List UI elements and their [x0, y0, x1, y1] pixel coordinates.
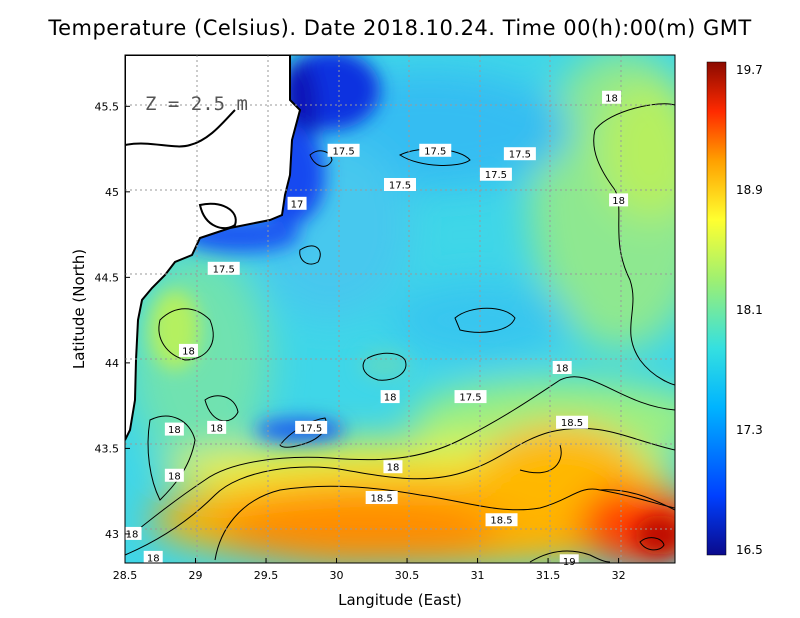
contour-label-bg	[479, 167, 512, 181]
contour-label-bg	[295, 420, 328, 434]
x-tick-label: 31	[471, 569, 485, 582]
map-title: Temperature (Celsius). Date 2018.10.24. …	[48, 16, 752, 40]
contour-label: 17.5	[459, 393, 481, 404]
contour-label: 17.5	[332, 146, 354, 157]
contour-label: 18.5	[371, 494, 393, 505]
contour-label: 18	[182, 346, 195, 357]
contour-label: 17	[291, 199, 304, 210]
colorbar-label: 17.3	[736, 423, 763, 437]
colorbar-label: 16.5	[736, 543, 763, 557]
y-axis-ticks: 43 43.5 44 44.5 45 45.5	[95, 100, 130, 541]
x-tick-label: 32	[612, 569, 626, 582]
x-tick-label: 31.5	[536, 569, 561, 582]
contour-label: 17.5	[509, 150, 531, 161]
colorbar-label: 18.9	[736, 183, 763, 197]
contour-label-bg	[383, 460, 403, 474]
y-tick-label: 45	[105, 186, 119, 199]
plot-frame	[124, 54, 676, 564]
contour-label-bg	[122, 526, 142, 540]
contour-label-bg	[207, 420, 227, 434]
contour-label: 18	[612, 196, 625, 207]
contour-label-bg	[365, 491, 398, 505]
contour-label-bg	[559, 554, 579, 568]
contour-label: 17.5	[213, 264, 235, 275]
contour-label-bg	[454, 390, 487, 404]
contour-label-bg	[164, 422, 184, 436]
coastline	[125, 55, 302, 441]
contour-label: 18.5	[490, 516, 512, 527]
y-tick-label: 43.5	[95, 442, 120, 455]
contour-label: 19	[563, 557, 576, 568]
contour-label: 18	[605, 93, 618, 104]
contour-label-bg	[503, 147, 536, 161]
y-tick-label: 44	[105, 357, 119, 370]
contour-label: 18	[126, 529, 139, 540]
contour-label-bg	[164, 468, 184, 482]
colorbar-ticks: 19.7 18.9 18.1 17.3 16.5	[736, 63, 763, 557]
contour-label-bg	[552, 361, 572, 375]
contour-label: 18	[210, 423, 223, 434]
x-tick-label: 30	[330, 569, 344, 582]
contour-label-bg	[556, 415, 589, 429]
y-tick-label: 44.5	[95, 271, 120, 284]
contour-label-bg	[419, 143, 452, 157]
x-tick-label: 29	[189, 569, 203, 582]
contour-label: 18	[556, 364, 569, 375]
depth-label: Z = 2.5 m	[145, 93, 248, 115]
contour-label-bg	[327, 143, 360, 157]
x-tick-label: 30.5	[395, 569, 420, 582]
contour-label: 18	[168, 471, 181, 482]
y-tick-label: 43	[105, 528, 119, 541]
contour-label: 17.5	[485, 170, 507, 181]
contour-label: 18	[168, 425, 181, 436]
contour-label: 17.5	[389, 180, 411, 191]
contour-label: 18.5	[561, 418, 583, 429]
contour-label: 18	[384, 393, 397, 404]
colorbar-label: 19.7	[736, 63, 763, 77]
contour-label-bg	[384, 177, 416, 191]
contour-label-bg	[380, 390, 400, 404]
contour-label-bg	[207, 261, 240, 275]
x-axis-ticks: 28.5 29 29.5 30 30.5 31 31.5 32	[113, 558, 626, 582]
contour-label: 17.5	[424, 146, 446, 157]
contour-label: 18	[387, 463, 400, 474]
colorbar	[706, 61, 727, 556]
contour-label: 17.5	[300, 423, 322, 434]
contour-label-bg	[178, 343, 198, 357]
contour-label-bg	[609, 193, 629, 207]
colorbar-label: 18.1	[736, 303, 763, 317]
x-tick-label: 29.5	[254, 569, 279, 582]
contour-label-bg	[287, 196, 307, 210]
y-axis-label: Latitude (North)	[70, 249, 88, 369]
contour-label-bg	[485, 513, 518, 527]
y-tick-label: 45.5	[95, 100, 120, 113]
contour-label: 18	[147, 553, 160, 564]
x-axis-label: Langitude (East)	[338, 591, 462, 609]
x-tick-label: 28.5	[113, 569, 138, 582]
contour-label-bg	[602, 90, 622, 104]
contour-label-bg	[143, 550, 163, 564]
